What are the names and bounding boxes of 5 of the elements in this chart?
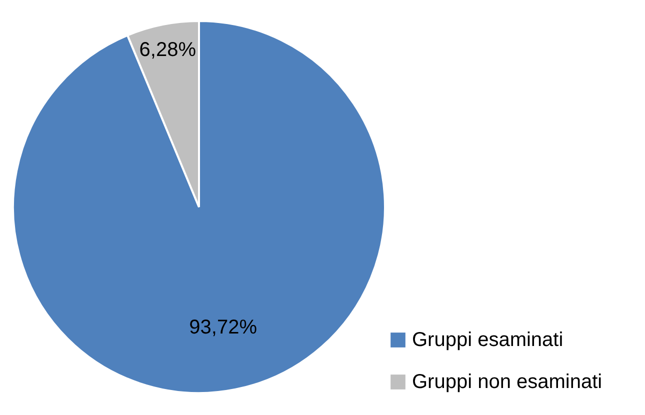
legend-label: Gruppi esaminati — [412, 329, 564, 351]
data-label: 93,72% — [189, 316, 258, 338]
legend-label: Gruppi non esaminati — [412, 371, 602, 393]
pie-slice — [12, 20, 386, 394]
data-label: 6,28% — [139, 39, 196, 62]
